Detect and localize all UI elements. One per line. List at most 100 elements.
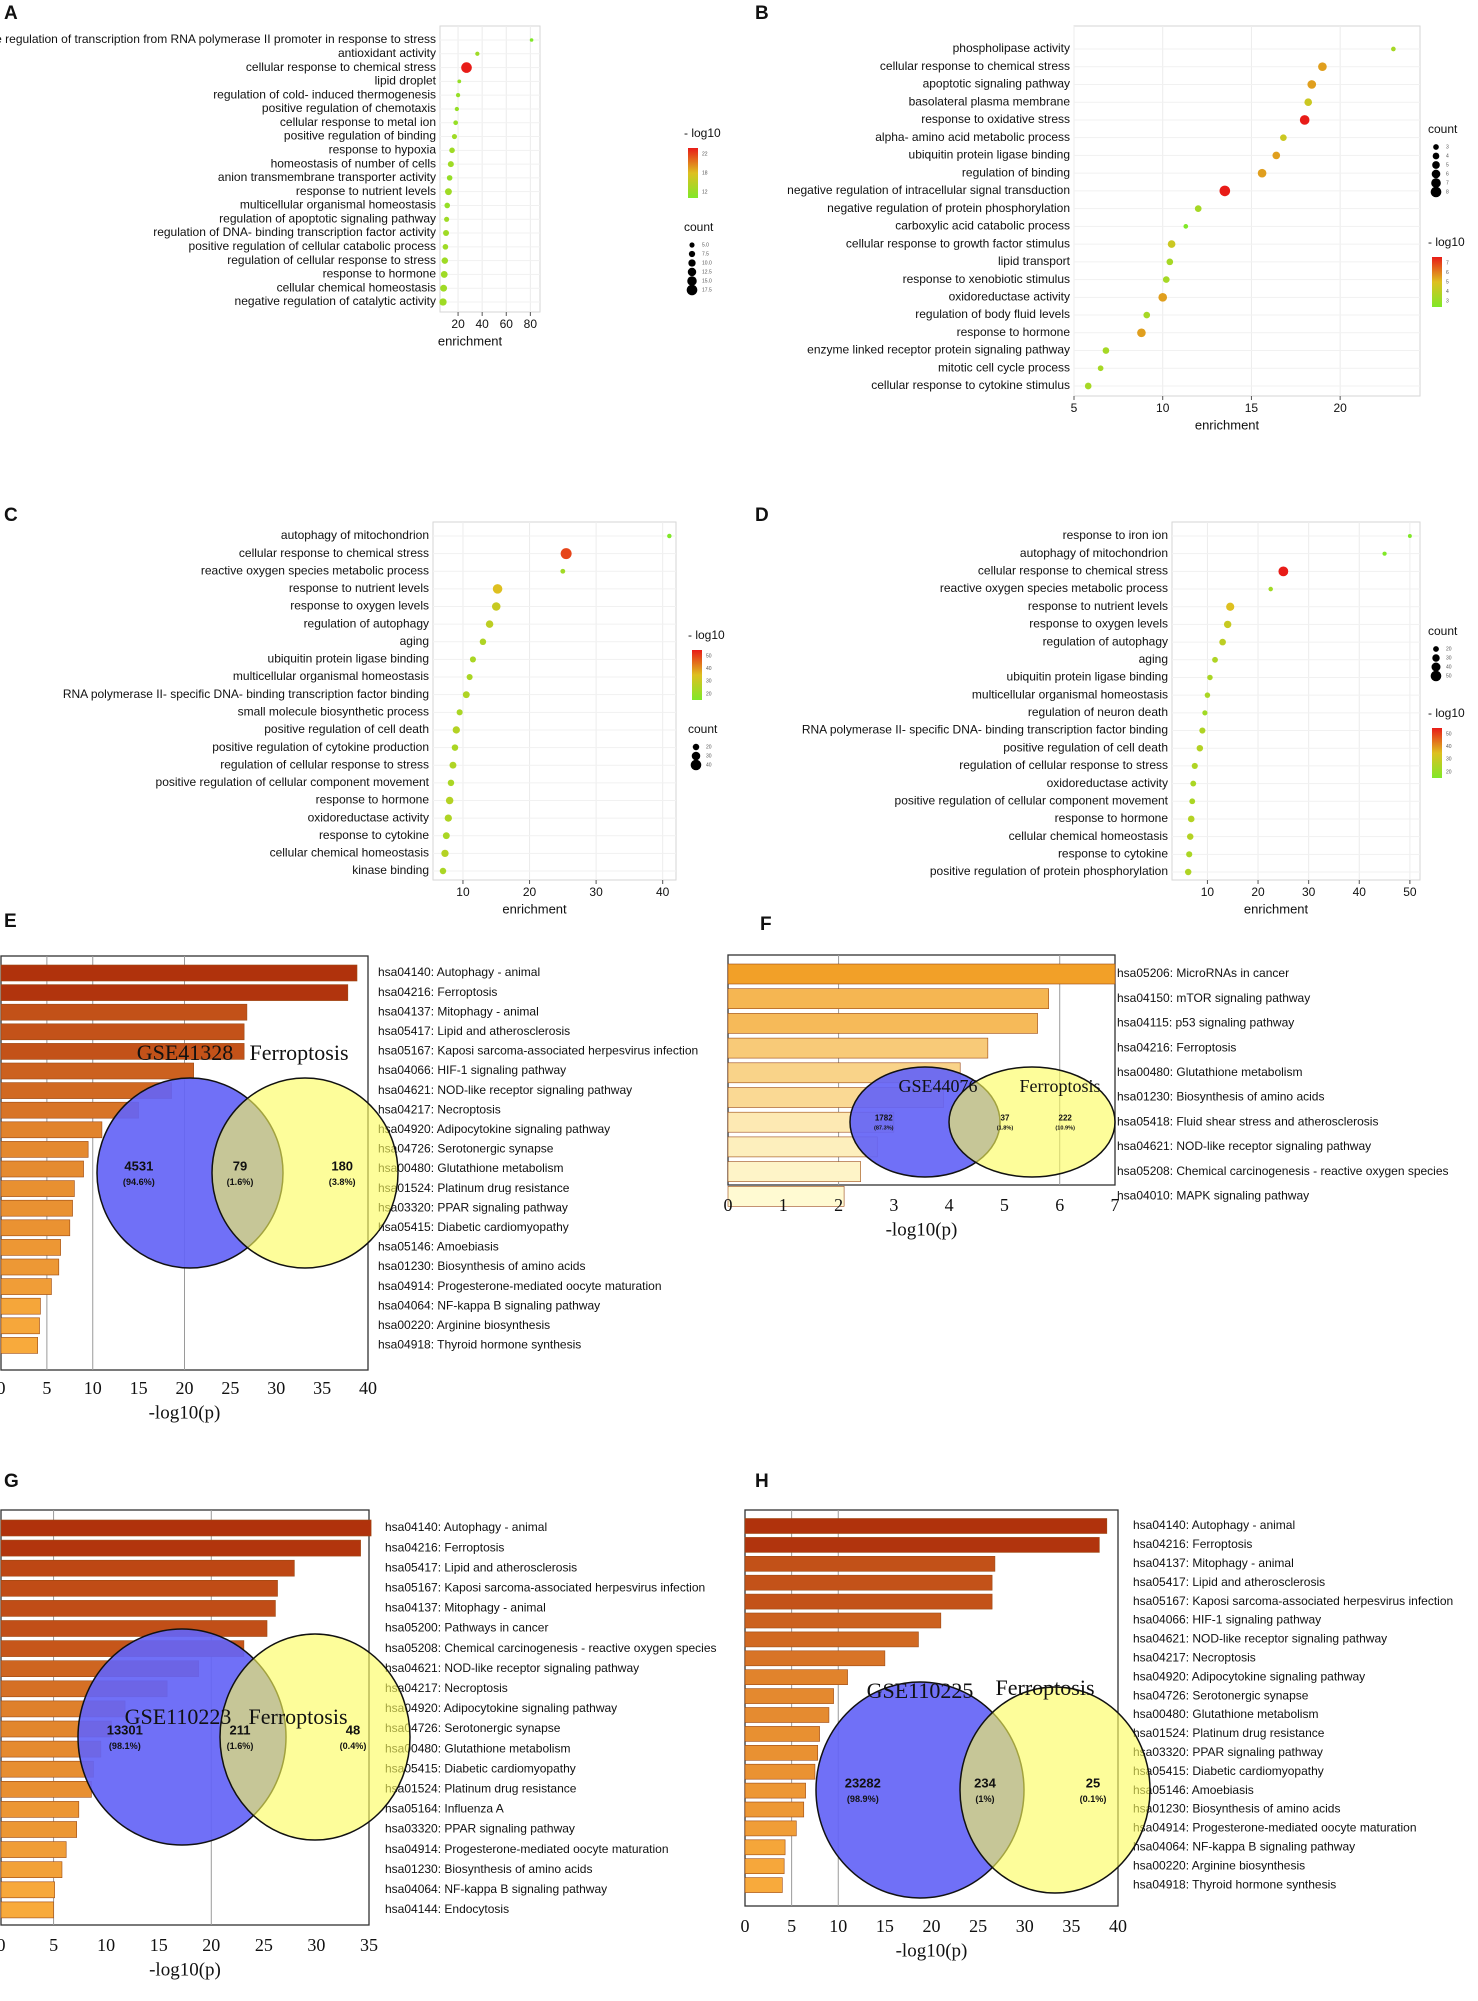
term-label: multicellular organismal homeostasis (972, 687, 1168, 701)
data-point (1407, 534, 1412, 538)
bar (744, 1669, 848, 1685)
color-legend-bar (692, 650, 702, 700)
category-label: hsa03320: PPAR signaling pathway (1133, 1745, 1323, 1759)
size-legend-tick: 7.5 (702, 251, 709, 257)
x-axis-label: -log10(p) (149, 1402, 221, 1423)
bar (0, 984, 349, 1001)
data-point (1162, 276, 1170, 283)
x-tick-label: 20 (451, 317, 465, 331)
term-label: ubiquitin protein ligase binding (268, 652, 429, 666)
category-label: hsa01524: Platinum drug resistance (385, 1781, 577, 1795)
venn-right-name: Ferroptosis (249, 1704, 348, 1729)
bar (744, 1518, 1108, 1534)
category-label: hsa04115: p53 signaling pathway (1117, 1016, 1294, 1030)
category-label: hsa04217: Necroptosis (378, 1102, 501, 1116)
category-label: hsa05415: Diabetic cardiomyopathy (1133, 1764, 1324, 1778)
x-tick-label: 20 (202, 1935, 220, 1955)
size-legend-dot (687, 276, 697, 286)
x-tick-label: 30 (1016, 1916, 1034, 1936)
bar (0, 1317, 40, 1335)
venn-left-count: 4531 (124, 1159, 153, 1174)
category-label: hsa04216: Ferroptosis (385, 1540, 504, 1554)
panel-letter: H (755, 1471, 769, 1492)
category-label: hsa05146: Amoebiasis (378, 1240, 499, 1254)
term-label: regulation of apoptotic signaling pathwa… (219, 211, 436, 225)
bar (727, 1013, 1038, 1034)
category-label: hsa03320: PPAR signaling pathway (385, 1822, 575, 1836)
x-tick-label: 15 (1245, 401, 1259, 415)
category-label: hsa04621: NOD-like receptor signaling pa… (385, 1661, 639, 1675)
x-tick-label: 20 (1251, 885, 1265, 899)
bar (0, 1219, 71, 1237)
x-tick-label: 80 (524, 317, 538, 331)
size-legend-dot (1430, 670, 1442, 682)
data-point (1190, 780, 1197, 787)
data-point (440, 284, 448, 292)
data-point (449, 147, 455, 154)
x-axis-label: -log10(p) (149, 1959, 221, 1980)
x-tick-label: 10 (84, 1378, 102, 1398)
term-label: apoptotic signaling pathway (923, 77, 1070, 91)
venn-left-name: GSE41328 (137, 1040, 234, 1065)
x-tick-label: 6 (1055, 1195, 1064, 1215)
x-tick-label: 35 (360, 1935, 378, 1955)
category-label: hsa01524: Platinum drug resistance (378, 1181, 570, 1195)
venn-right-name: Ferroptosis (1020, 1076, 1101, 1096)
bar (727, 988, 1049, 1010)
term-label: response to hormone (316, 793, 430, 807)
color-legend-tick: 22 (702, 151, 708, 157)
data-point (1158, 292, 1168, 302)
data-point (451, 133, 458, 140)
term-label: regulation of cellular response to stres… (220, 757, 429, 771)
term-label: response to cytokine (319, 828, 429, 842)
category-label: hsa01230: Biosynthesis of amino acids (1117, 1090, 1324, 1104)
x-tick-label: 0 (741, 1916, 750, 1936)
bar (744, 1650, 886, 1667)
color-legend-tick: 18 (702, 170, 708, 176)
panel-letter: D (755, 505, 769, 526)
term-label: oxidoreductase activity (1047, 776, 1168, 790)
data-point (441, 849, 449, 858)
data-point (1184, 868, 1192, 876)
category-label: hsa04137: Mitophagy - animal (385, 1601, 546, 1615)
data-point (667, 533, 672, 539)
category-label: hsa04140: Autophagy - animal (1133, 1518, 1295, 1532)
x-tick-label: 5 (1000, 1195, 1009, 1215)
venn-overlap-percent: (1%) (975, 1794, 994, 1804)
x-tick-label: 20 (1333, 401, 1347, 415)
size-legend-tick: 50 (1446, 673, 1452, 679)
data-point (461, 62, 472, 73)
term-label: response to hormone (1055, 811, 1169, 825)
color-legend-tick: 7 (1446, 260, 1449, 266)
category-label: hsa05200: Pathways in cancer (385, 1621, 548, 1635)
size-legend-title: count (688, 722, 718, 736)
term-label: cellular chemical homeostasis (270, 846, 429, 860)
x-axis-label: enrichment (1195, 417, 1260, 432)
data-point (1199, 727, 1206, 734)
term-label: kinase binding (352, 863, 429, 877)
x-axis-label: -log10(p) (886, 1219, 958, 1240)
data-point (1223, 620, 1232, 629)
x-tick-label: 3 (889, 1195, 898, 1215)
data-point (445, 796, 454, 805)
plot-frame (439, 25, 541, 313)
category-label: hsa04914: Progesterone-mediated oocyte m… (1133, 1821, 1417, 1835)
venn-right-count: 48 (346, 1723, 360, 1738)
size-legend-tick: 5 (1446, 162, 1449, 168)
size-legend-tick: 8 (1446, 189, 1449, 195)
color-legend-title: - log10 (684, 126, 721, 140)
color-legend-tick: 12 (702, 189, 708, 195)
term-label: cellular chemical homeostasis (1009, 829, 1168, 843)
data-point (1143, 311, 1151, 319)
category-label: hsa04726: Serotonergic synapse (385, 1721, 561, 1735)
venn-right-set (211, 1077, 399, 1269)
category-label: hsa05415: Diabetic cardiomyopathy (378, 1220, 569, 1234)
bar (0, 1160, 84, 1178)
data-point (560, 568, 566, 574)
color-legend-tick: 3 (1446, 298, 1449, 304)
x-tick-label: 30 (307, 1935, 325, 1955)
data-point (457, 79, 462, 84)
plot-frame (1171, 521, 1421, 881)
venn-diagram: 1782 (87.3%) 37 (1.8%) 222 (10.9%) GSE44076 Fer… (849, 1066, 1116, 1178)
